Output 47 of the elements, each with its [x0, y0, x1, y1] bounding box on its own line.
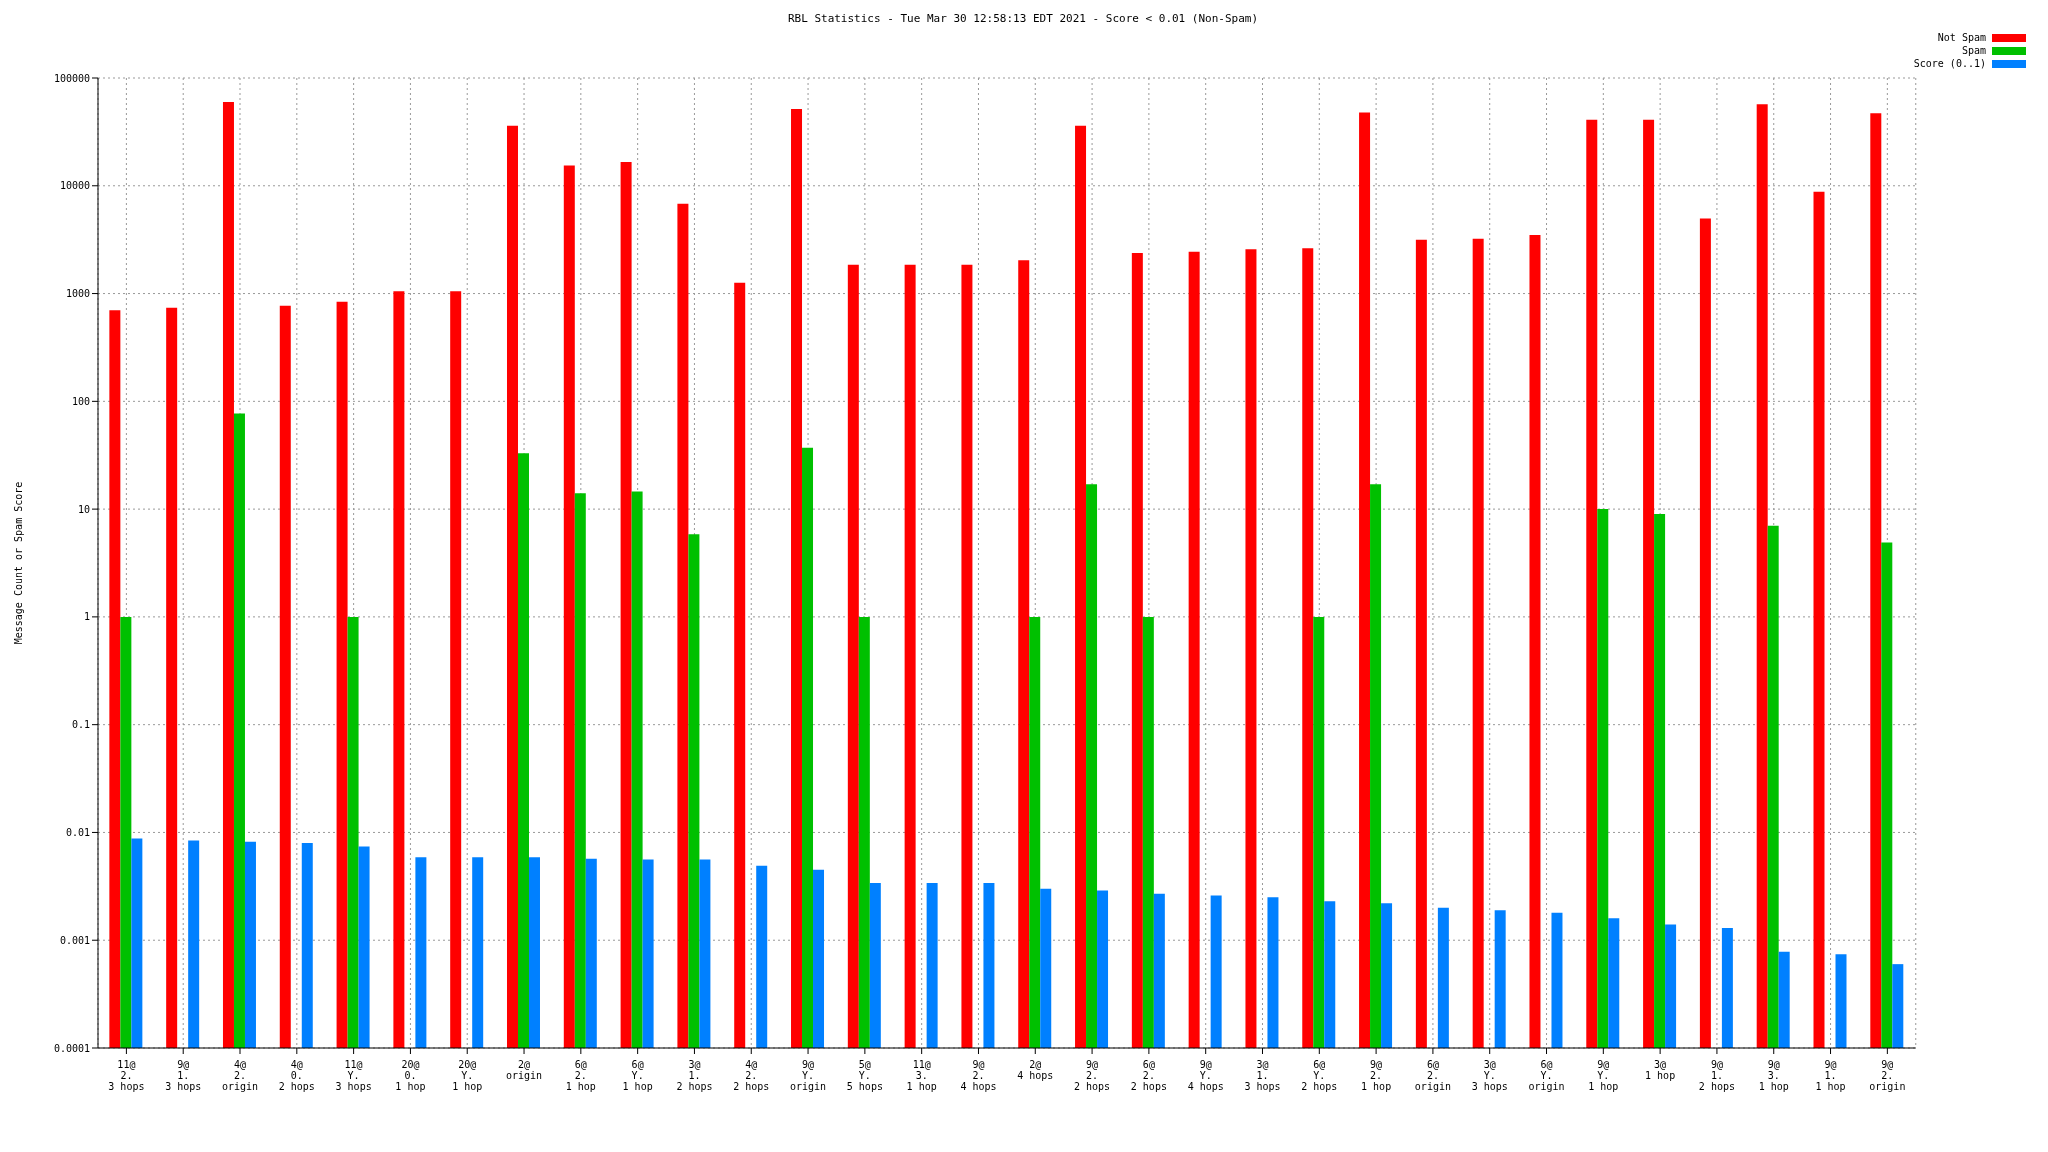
- x-tick-label: 3@ 1 hop: [1645, 1059, 1676, 1081]
- x-tick-label: 6@ Y. 2 hops: [1301, 1059, 1338, 1092]
- y-tick-label: 0.1: [71, 719, 90, 731]
- y-tick-label: 0.0001: [53, 1042, 90, 1054]
- x-tick-label: 6@ 2. 2 hops: [1130, 1059, 1167, 1092]
- y-axis-title: Message Count or Spam Score: [12, 481, 24, 645]
- legend-label: Not Spam: [1937, 32, 1986, 43]
- x-tick-label: 2@ 4 hops: [1017, 1059, 1054, 1081]
- x-tick-label: 9@ 2. 4 hops: [960, 1059, 997, 1092]
- x-tick-label: 9@ 2. origin: [1869, 1059, 1906, 1092]
- x-tick-label: 9@ 2. 1 hop: [1361, 1059, 1392, 1092]
- x-tick-label: 3@ 1. 3 hops: [1244, 1059, 1281, 1092]
- y-tick-label: 1: [83, 611, 90, 623]
- x-tick-label: 9@ 3. 1 hop: [1758, 1059, 1789, 1092]
- y-tick-label: 1000: [65, 288, 90, 300]
- x-tick-label: 11@ 2. 3 hops: [108, 1059, 145, 1092]
- x-tick-label: 4@ 0. 2 hops: [278, 1059, 315, 1092]
- x-tick-label: 6@ 2. 1 hop: [565, 1059, 596, 1092]
- x-tick-label: 9@ Y. 4 hops: [1187, 1059, 1224, 1092]
- x-tick-label: 2@ origin: [505, 1059, 543, 1081]
- x-tick-label: 3@ Y. 3 hops: [1471, 1059, 1508, 1092]
- y-tick-label: 10: [77, 503, 90, 515]
- x-tick-label: 4@ 2. origin: [221, 1059, 259, 1092]
- x-tick-label: 6@ Y. 1 hop: [622, 1059, 653, 1092]
- x-tick-label: 6@ Y. origin: [1528, 1059, 1565, 1092]
- x-tick-label: 9@ 1. 3 hops: [165, 1059, 202, 1092]
- x-tick-label: 9@ 1. 2 hops: [1698, 1059, 1735, 1092]
- y-tick-label: 0.01: [65, 826, 90, 838]
- x-tick-label: 4@ 2. 2 hops: [733, 1059, 770, 1092]
- x-tick-label: 20@ Y. 1 hop: [452, 1059, 483, 1092]
- x-tick-label: 11@ Y. 3 hops: [335, 1059, 372, 1092]
- x-tick-label: 5@ Y. 5 hops: [846, 1059, 883, 1092]
- x-tick-label: 9@ Y. 1 hop: [1588, 1059, 1619, 1092]
- y-tick-label: 0.001: [59, 934, 90, 946]
- x-tick-label: 20@ 0. 1 hop: [395, 1059, 426, 1092]
- x-tick-label: 9@ 1. 1 hop: [1815, 1059, 1846, 1092]
- y-tick-label: 10000: [59, 180, 90, 192]
- x-tick-label: 11@ 3. 1 hop: [906, 1059, 937, 1092]
- legend-label: Spam: [1961, 45, 1986, 56]
- x-tick-label: 6@ 2. origin: [1414, 1059, 1451, 1092]
- x-tick-label: 9@ Y. origin: [790, 1059, 827, 1092]
- x-tick-label: 3@ 1. 2 hops: [676, 1059, 713, 1092]
- x-tick-label: 9@ 2. 2 hops: [1074, 1059, 1111, 1092]
- y-tick-label: 100000: [53, 72, 90, 84]
- legend-label: Score (0..1): [1913, 58, 1986, 69]
- y-tick-label: 100: [71, 395, 90, 407]
- chart-title: RBL Statistics - Tue Mar 30 12:58:13 EDT 2021 - Score < 0.01 (Non-Spam): [786, 11, 1260, 27]
